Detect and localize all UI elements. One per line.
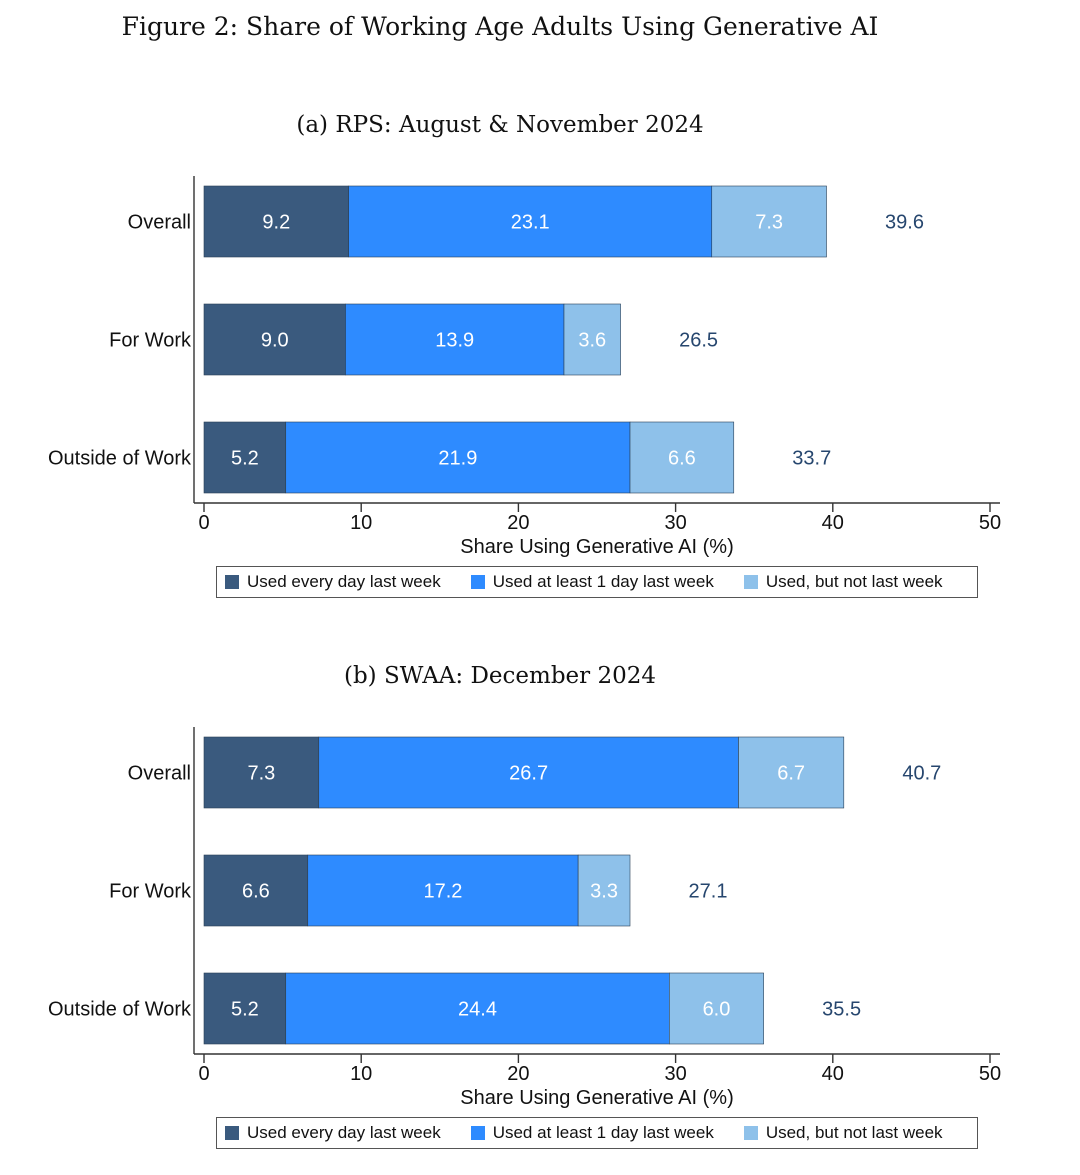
total-label: 26.5: [679, 330, 718, 352]
data-label-notlast: 7.3: [755, 212, 783, 234]
bar-segment-notlast: [738, 736, 845, 809]
bar-segment-notlast: [629, 421, 735, 494]
bar-segment-daily: [203, 185, 349, 258]
x-tick-label: 0: [198, 512, 209, 534]
data-label-daily: 6.6: [242, 881, 270, 903]
bar-segment-notlast: [563, 303, 621, 376]
legend-swatch-weekly: [470, 1126, 485, 1140]
bar-segment-daily: [203, 854, 309, 927]
legend-item-notlast: Used, but not last week: [743, 1123, 943, 1143]
data-label-weekly: 13.9: [435, 330, 474, 352]
x-tick-label: 20: [507, 512, 529, 534]
x-tick-label: 50: [979, 512, 1001, 534]
x-axis-label: Share Using Generative AI (%): [460, 536, 733, 558]
legend-label-weekly: Used at least 1 day last week: [492, 1123, 714, 1142]
bar-segment-daily: [203, 736, 320, 809]
bar-segment-daily: [203, 303, 346, 376]
legend-item-weekly: Used at least 1 day last week: [470, 1123, 714, 1143]
x-tick-label: 30: [664, 512, 686, 534]
legend-label-notlast: Used, but not last week: [765, 572, 943, 591]
category-label: Outside of Work: [48, 448, 192, 470]
x-tick-label: 50: [979, 1063, 1001, 1085]
total-label: 40.7: [902, 763, 941, 785]
data-label-daily: 5.2: [231, 448, 259, 470]
category-label: Overall: [128, 212, 191, 234]
bar-segment-weekly: [318, 736, 739, 809]
panel-b-legend: Used every day last week Used at least 1…: [216, 1117, 978, 1149]
data-label-daily: 5.2: [231, 999, 259, 1021]
x-tick-label: 40: [822, 1063, 844, 1085]
legend-swatch-daily: [225, 575, 239, 589]
data-label-weekly: 24.4: [458, 999, 497, 1021]
data-label-weekly: 21.9: [438, 448, 477, 470]
panel-a-chart: 0 10 20 30 40 50 Share Using Generative AI (%)…: [48, 176, 1001, 558]
data-label-weekly: 17.2: [423, 881, 462, 903]
x-tick-label: 40: [822, 512, 844, 534]
category-label: For Work: [109, 330, 192, 352]
legend-item-daily: Used every day last week: [225, 1123, 441, 1143]
data-label-notlast: 3.3: [590, 881, 618, 903]
total-label: 27.1: [689, 881, 728, 903]
bar-segment-weekly: [348, 185, 713, 258]
x-tick-label: 0: [198, 1063, 209, 1085]
legend-item-weekly: Used at least 1 day last week: [470, 572, 714, 592]
data-label-notlast: 6.0: [703, 999, 731, 1021]
bar-segment-daily: [203, 972, 287, 1045]
legend-label-daily: Used every day last week: [247, 572, 441, 591]
x-axis-label: Share Using Generative AI (%): [460, 1087, 733, 1109]
data-label-weekly: 23.1: [511, 212, 550, 234]
legend-label-daily: Used every day last week: [247, 1123, 441, 1142]
x-tick-label: 20: [507, 1063, 529, 1085]
legend-item-daily: Used every day last week: [225, 572, 441, 592]
bar-segment-notlast: [669, 972, 764, 1045]
bar-segment-weekly: [285, 421, 631, 494]
legend-swatch-notlast: [743, 1126, 758, 1140]
figure-title: Figure 2: Share of Working Age Adults Us…: [121, 12, 879, 41]
bar-segment-weekly: [285, 972, 670, 1045]
legend-swatch-daily: [225, 1126, 239, 1140]
data-label-daily: 7.3: [247, 763, 275, 785]
legend-label-weekly: Used at least 1 day last week: [492, 572, 714, 591]
x-tick-label: 10: [350, 512, 372, 534]
data-label-notlast: 6.7: [777, 763, 805, 785]
data-label-daily: 9.0: [261, 330, 289, 352]
panel-a-legend: Used every day last week Used at least 1…: [216, 566, 978, 598]
panel-a-title: (a) RPS: August & November 2024: [296, 112, 704, 138]
bar-segment-weekly: [307, 854, 579, 927]
category-label: Overall: [128, 763, 191, 785]
x-tick-label: 10: [350, 1063, 372, 1085]
bar-segment-notlast: [711, 185, 827, 258]
total-label: 35.5: [822, 999, 861, 1021]
data-label-weekly: 26.7: [509, 763, 548, 785]
total-label: 33.7: [792, 448, 831, 470]
panel-b-chart: 0 10 20 30 40 50 Share Using Generative AI (%)…: [48, 727, 1001, 1109]
data-label-notlast: 3.6: [578, 330, 606, 352]
legend-label-notlast: Used, but not last week: [765, 1123, 943, 1142]
bar-segment-notlast: [577, 854, 631, 927]
bar-segment-daily: [203, 421, 287, 494]
x-tick-label: 30: [664, 1063, 686, 1085]
total-label: 39.6: [885, 212, 924, 234]
category-label: For Work: [109, 881, 192, 903]
legend-swatch-notlast: [743, 575, 758, 589]
legend-item-notlast: Used, but not last week: [743, 572, 943, 592]
legend-swatch-weekly: [470, 575, 485, 589]
data-label-notlast: 6.6: [668, 448, 696, 470]
category-label: Outside of Work: [48, 999, 192, 1021]
bar-segment-weekly: [345, 303, 565, 376]
data-label-daily: 9.2: [262, 212, 290, 234]
panel-b-title: (b) SWAA: December 2024: [343, 663, 657, 689]
